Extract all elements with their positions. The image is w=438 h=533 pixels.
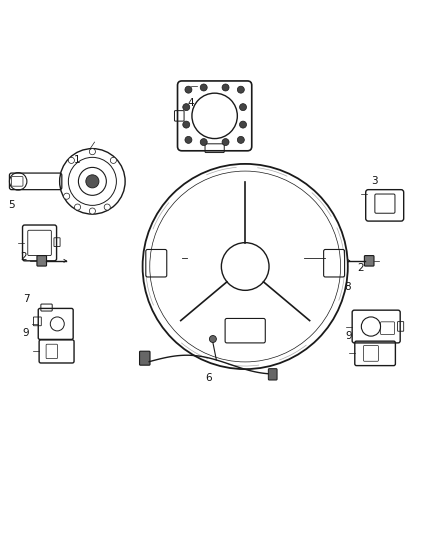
Circle shape [89,208,95,214]
Circle shape [200,84,207,91]
Circle shape [240,121,247,128]
Circle shape [222,84,229,91]
Text: 9: 9 [23,328,29,338]
Text: 3: 3 [371,176,377,187]
Circle shape [68,157,74,164]
Circle shape [86,175,99,188]
Text: 7: 7 [23,294,29,304]
Text: 9: 9 [346,332,353,341]
Text: 6: 6 [205,373,212,383]
Circle shape [222,139,229,146]
Circle shape [200,139,207,146]
Circle shape [237,86,244,93]
Text: 2: 2 [21,252,27,262]
Circle shape [183,121,190,128]
FancyBboxPatch shape [140,351,150,365]
Circle shape [64,193,70,199]
Text: 8: 8 [345,282,351,293]
Circle shape [185,86,192,93]
Circle shape [237,136,244,143]
Circle shape [74,204,81,210]
Circle shape [185,136,192,143]
Text: 2: 2 [357,263,364,273]
Text: 5: 5 [8,200,15,211]
Circle shape [209,336,216,343]
Circle shape [104,204,110,210]
Circle shape [89,149,95,155]
Circle shape [110,157,117,164]
Text: 1: 1 [74,155,81,165]
FancyBboxPatch shape [364,256,374,266]
Circle shape [183,103,190,111]
Text: 4: 4 [187,98,194,108]
Circle shape [240,103,247,111]
FancyBboxPatch shape [37,256,46,266]
FancyBboxPatch shape [268,369,277,380]
